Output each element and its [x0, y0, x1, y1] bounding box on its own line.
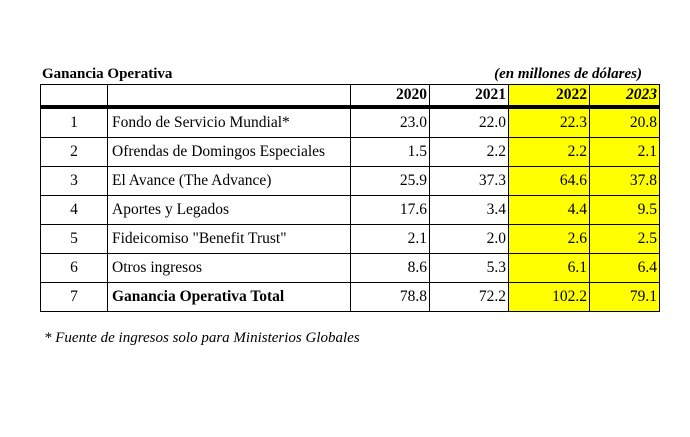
- table-row: 1 Fondo de Servicio Mundial* 23.0 22.0 22.3 2…: [40, 106, 660, 138]
- row-label: Fideicomiso "Benefit Trust": [107, 224, 351, 254]
- row-number: 6: [40, 253, 108, 283]
- row-label: Aportes y Legados: [107, 195, 351, 225]
- value-2023: 9.5: [589, 195, 660, 225]
- table-row: 6 Otros ingresos 8.6 5.3 6.1 6.4: [40, 253, 660, 283]
- table-row: 4 Aportes y Legados 17.6 3.4 4.4 9.5: [40, 195, 660, 225]
- value-2022: 6.1: [508, 253, 590, 283]
- value-2022: 4.4: [508, 195, 590, 225]
- value-2020: 1.5: [350, 137, 430, 167]
- header-2020: 2020: [350, 84, 430, 109]
- value-2022: 64.6: [508, 166, 590, 196]
- value-2021: 2.0: [429, 224, 509, 254]
- row-number: 3: [40, 166, 108, 196]
- value-2022: 2.6: [508, 224, 590, 254]
- value-2023: 37.8: [589, 166, 660, 196]
- row-label: Ofrendas de Domingos Especiales: [107, 137, 351, 167]
- value-2023: 2.5: [589, 224, 660, 254]
- row-label: Fondo de Servicio Mundial*: [107, 106, 351, 138]
- header-blank: [107, 84, 351, 109]
- row-number: 2: [40, 137, 108, 167]
- value-2023: 20.8: [589, 106, 660, 138]
- table-row: 3 El Avance (The Advance) 25.9 37.3 64.6 37.8: [40, 166, 660, 196]
- row-number: 4: [40, 195, 108, 225]
- value-2020: 2.1: [350, 224, 430, 254]
- value-2020: 25.9: [350, 166, 430, 196]
- value-2022: 22.3: [508, 106, 590, 138]
- value-2023: 6.4: [589, 253, 660, 283]
- header-2023: 2023: [589, 84, 660, 109]
- value-2021: 22.0: [429, 106, 509, 138]
- row-label: El Avance (The Advance): [107, 166, 351, 196]
- units-note: (en millones de dólares): [494, 66, 642, 82]
- table-row: 7 Ganancia Operativa Total 78.8 72.2 102.2 79…: [40, 282, 660, 312]
- value-2022: 102.2: [508, 282, 590, 312]
- row-number: 1: [40, 106, 108, 138]
- value-2020: 8.6: [350, 253, 430, 283]
- value-2021: 3.4: [429, 195, 509, 225]
- value-2023: 2.1: [589, 137, 660, 167]
- header-blank: [40, 84, 108, 109]
- table-row: 2 Ofrendas de Domingos Especiales 1.5 2.2 2.…: [40, 137, 660, 167]
- value-2021: 5.3: [429, 253, 509, 283]
- row-number: 5: [40, 224, 108, 254]
- row-label: Ganancia Operativa Total: [107, 282, 351, 312]
- row-label: Otros ingresos: [107, 253, 351, 283]
- footnote: * Fuente de ingresos solo para Ministeri…: [44, 330, 360, 346]
- value-2021: 2.2: [429, 137, 509, 167]
- value-2023: 79.1: [589, 282, 660, 312]
- row-number: 7: [40, 282, 108, 312]
- value-2022: 2.2: [508, 137, 590, 167]
- value-2021: 37.3: [429, 166, 509, 196]
- value-2021: 72.2: [429, 282, 509, 312]
- header-2021: 2021: [429, 84, 509, 109]
- value-2020: 17.6: [350, 195, 430, 225]
- value-2020: 78.8: [350, 282, 430, 312]
- header-2022: 2022: [508, 84, 590, 109]
- value-2020: 23.0: [350, 106, 430, 138]
- table-title: Ganancia Operativa: [42, 66, 173, 82]
- operating-income-table: 2020 2021 2022 2023 1 Fondo de Servicio M…: [40, 84, 660, 312]
- header-row: 2020 2021 2022 2023: [40, 84, 660, 109]
- table-row: 5 Fideicomiso "Benefit Trust" 2.1 2.0 2.6 2.5: [40, 224, 660, 254]
